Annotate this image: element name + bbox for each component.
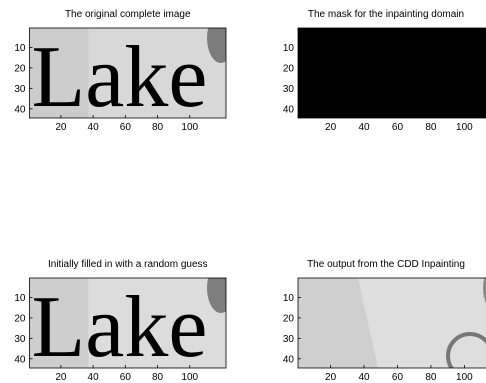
y-tick-label: 10 bbox=[14, 43, 26, 54]
image-text: Lake bbox=[32, 279, 208, 376]
image-shade bbox=[207, 13, 235, 63]
x-tick-label: 60 bbox=[120, 122, 132, 133]
x-tick-label: 80 bbox=[425, 372, 437, 383]
x-tick-label: 100 bbox=[181, 372, 198, 383]
x-tick-label: 20 bbox=[55, 372, 67, 383]
x-tick-label: 40 bbox=[88, 372, 100, 383]
y-tick-label: 20 bbox=[283, 313, 295, 324]
x-tick-label: 20 bbox=[325, 122, 337, 133]
x-tick-label: 100 bbox=[456, 372, 473, 383]
subplot-title: The original complete image bbox=[65, 9, 191, 20]
y-tick-label: 40 bbox=[283, 354, 295, 365]
x-tick-label: 80 bbox=[152, 372, 164, 383]
y-tick-label: 20 bbox=[14, 63, 26, 74]
y-tick-label: 40 bbox=[14, 104, 26, 115]
subplot-title: Initially filled in with a random guess bbox=[48, 259, 208, 270]
y-tick-label: 20 bbox=[283, 63, 295, 74]
x-tick-label: 60 bbox=[120, 372, 132, 383]
y-tick-label: 10 bbox=[283, 293, 295, 304]
image-text: Lake bbox=[300, 29, 476, 126]
y-tick-label: 10 bbox=[14, 293, 26, 304]
image-text: Lake bbox=[32, 29, 208, 126]
x-tick-label: 80 bbox=[425, 122, 437, 133]
y-tick-label: 20 bbox=[14, 313, 26, 324]
subplot: Lake The original complete image 20 40 60 80 1… bbox=[14, 9, 235, 133]
y-tick-label: 30 bbox=[283, 334, 295, 345]
x-tick-label: 40 bbox=[358, 372, 370, 383]
x-tick-label: 100 bbox=[181, 122, 198, 133]
subplot: The output from the CDD Inpainting 20 40 60… bbox=[283, 259, 486, 383]
y-tick-label: 30 bbox=[14, 334, 26, 345]
image-shade bbox=[207, 263, 235, 313]
x-tick-label: 100 bbox=[456, 122, 473, 133]
x-tick-label: 80 bbox=[152, 122, 164, 133]
image: Lake bbox=[30, 263, 236, 376]
y-tick-label: 30 bbox=[283, 84, 295, 95]
x-tick-label: 40 bbox=[88, 122, 100, 133]
subplot: Lake Initially filled in with a random gu… bbox=[14, 259, 235, 383]
subplot-title: The output from the CDD Inpainting bbox=[307, 259, 465, 270]
y-tick-label: 40 bbox=[283, 104, 295, 115]
image bbox=[298, 263, 486, 378]
x-tick-label: 60 bbox=[392, 372, 404, 383]
y-tick-label: 40 bbox=[14, 354, 26, 365]
x-tick-label: 20 bbox=[325, 372, 337, 383]
x-tick-label: 40 bbox=[358, 122, 370, 133]
page: {"panels": [ {"title": "The original com… bbox=[0, 0, 486, 383]
subplot: Lake The mask for the inpainting domain 20… bbox=[283, 9, 486, 133]
x-tick-label: 60 bbox=[392, 122, 404, 133]
y-tick-label: 10 bbox=[283, 43, 295, 54]
x-tick-label: 20 bbox=[55, 122, 67, 133]
image: Lake bbox=[30, 13, 236, 126]
subplot-title: The mask for the inpainting domain bbox=[308, 9, 464, 20]
figure: Lake The original complete image 20 40 60 80 1… bbox=[0, 0, 486, 383]
image: Lake bbox=[298, 28, 486, 126]
y-tick-label: 30 bbox=[14, 84, 26, 95]
